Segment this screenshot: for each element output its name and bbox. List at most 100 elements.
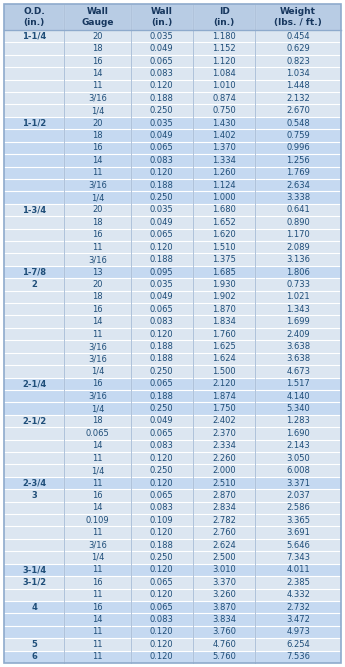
Text: 16: 16: [92, 230, 103, 239]
Text: 18: 18: [92, 218, 103, 227]
Bar: [131, 539, 193, 552]
Bar: [65, 278, 131, 291]
Bar: [131, 179, 193, 191]
Bar: [65, 601, 131, 614]
Bar: [193, 365, 255, 378]
Bar: [193, 626, 255, 638]
Text: 11: 11: [92, 528, 103, 537]
Bar: [4, 92, 65, 105]
Bar: [65, 179, 131, 191]
Text: 2-3/4: 2-3/4: [22, 478, 46, 488]
Bar: [255, 638, 341, 650]
Bar: [65, 129, 131, 141]
Bar: [131, 452, 193, 464]
Text: 0.065: 0.065: [150, 143, 174, 153]
Bar: [255, 191, 341, 203]
Text: 5.646: 5.646: [286, 540, 310, 550]
Bar: [4, 415, 65, 427]
Text: 4: 4: [31, 603, 37, 612]
Text: 3.834: 3.834: [212, 615, 236, 624]
Bar: [65, 253, 131, 266]
Bar: [131, 315, 193, 328]
Text: 5: 5: [31, 640, 37, 649]
Bar: [255, 328, 341, 340]
Bar: [65, 626, 131, 638]
Bar: [65, 55, 131, 67]
Bar: [4, 229, 65, 241]
Text: 0.890: 0.890: [286, 218, 310, 227]
Text: 7.343: 7.343: [286, 553, 310, 562]
Bar: [255, 440, 341, 452]
Bar: [131, 489, 193, 502]
Text: 2.260: 2.260: [212, 454, 236, 463]
Text: 2: 2: [31, 280, 37, 289]
Text: 2.760: 2.760: [212, 528, 236, 537]
Bar: [4, 650, 65, 663]
Text: 0.109: 0.109: [86, 516, 109, 525]
Text: 0.250: 0.250: [150, 193, 174, 202]
Bar: [65, 315, 131, 328]
Text: 1/4: 1/4: [91, 367, 104, 376]
Text: 1.260: 1.260: [212, 168, 236, 177]
Text: 3/16: 3/16: [88, 354, 107, 364]
Bar: [131, 30, 193, 43]
Bar: [255, 30, 341, 43]
Bar: [255, 365, 341, 378]
Bar: [193, 378, 255, 390]
Text: 1-3/4: 1-3/4: [22, 205, 46, 215]
Text: 0.120: 0.120: [150, 478, 174, 488]
Text: 1.685: 1.685: [212, 267, 236, 277]
Text: 0.120: 0.120: [150, 640, 174, 649]
Bar: [193, 167, 255, 179]
Bar: [4, 514, 65, 526]
Text: 1/4: 1/4: [91, 466, 104, 475]
Bar: [193, 464, 255, 477]
Text: 0.250: 0.250: [150, 404, 174, 413]
Text: 0.759: 0.759: [286, 131, 310, 140]
Text: 3.365: 3.365: [286, 516, 310, 525]
Bar: [131, 440, 193, 452]
Bar: [4, 253, 65, 266]
Text: 2.385: 2.385: [286, 578, 310, 587]
Text: 1.806: 1.806: [286, 267, 310, 277]
Bar: [65, 291, 131, 303]
Bar: [65, 614, 131, 626]
Text: 18: 18: [92, 416, 103, 426]
Text: 2-1/2: 2-1/2: [22, 416, 46, 426]
Bar: [255, 415, 341, 427]
Bar: [4, 440, 65, 452]
Bar: [193, 315, 255, 328]
Text: 18: 18: [92, 44, 103, 53]
Text: 0.120: 0.120: [150, 528, 174, 537]
Text: 7.536: 7.536: [286, 652, 310, 661]
Text: 11: 11: [92, 590, 103, 599]
Text: 2.089: 2.089: [286, 243, 310, 251]
Bar: [65, 440, 131, 452]
Bar: [193, 241, 255, 253]
Bar: [193, 92, 255, 105]
Bar: [65, 638, 131, 650]
Bar: [255, 154, 341, 167]
Text: 0.035: 0.035: [150, 32, 174, 41]
Bar: [255, 340, 341, 353]
Bar: [193, 390, 255, 402]
Bar: [4, 626, 65, 638]
Bar: [131, 365, 193, 378]
Bar: [65, 4, 131, 30]
Text: 0.083: 0.083: [150, 156, 174, 165]
Bar: [4, 203, 65, 216]
Text: 20: 20: [92, 205, 103, 215]
Text: 0.996: 0.996: [286, 143, 310, 153]
Bar: [4, 55, 65, 67]
Text: 0.188: 0.188: [150, 94, 174, 103]
Bar: [65, 191, 131, 203]
Text: 0.049: 0.049: [150, 218, 174, 227]
Text: 2.670: 2.670: [286, 106, 310, 115]
Bar: [193, 105, 255, 117]
Bar: [193, 489, 255, 502]
Bar: [131, 141, 193, 154]
Text: 0.120: 0.120: [150, 566, 174, 574]
Bar: [255, 92, 341, 105]
Text: 0.188: 0.188: [150, 540, 174, 550]
Bar: [131, 601, 193, 614]
